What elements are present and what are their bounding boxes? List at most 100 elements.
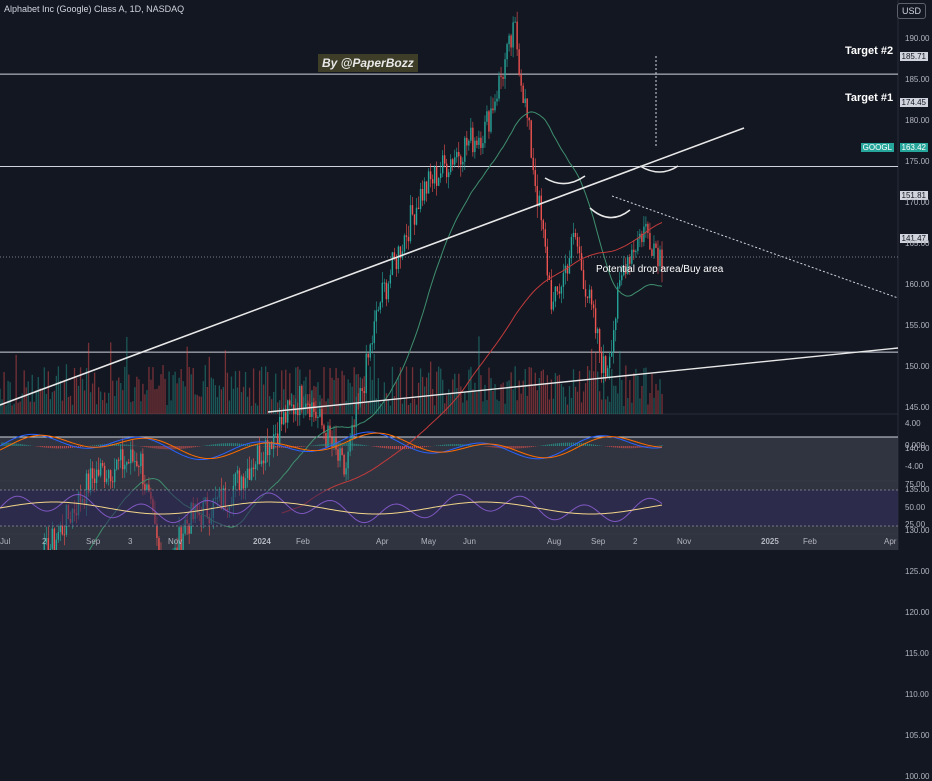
volume-bar [649,393,650,414]
volume-bar [406,366,407,414]
macd-histogram-bar [128,445,129,446]
volume-bar [118,377,119,414]
volume-bar [593,371,594,414]
macd-histogram-bar [52,446,53,448]
volume-bar [619,351,620,414]
candle-body [480,138,481,148]
volume-bar [430,362,431,414]
volume-bar [108,393,109,414]
candle-body [120,449,121,460]
candle-body [287,401,288,423]
y-tick-label: 115.00 [905,649,929,658]
macd-histogram-bar [227,443,228,446]
candle-body [490,108,491,131]
currency-button[interactable]: USD [897,3,926,19]
candle-body [528,118,529,121]
candle-body [444,155,445,163]
volume-bar [56,376,57,414]
volume-bar [513,389,514,414]
volume-bar [259,371,260,414]
candle-body [146,485,147,491]
volume-bar [227,373,228,414]
macd-histogram-bar [146,446,147,447]
macd-histogram-bar [62,446,63,448]
volume-bar [88,343,89,414]
macd-histogram-bar [631,446,632,448]
buy-zone-label: Potential drop area/Buy area [596,264,723,275]
macd-histogram-bar [319,444,320,446]
volume-bar [458,374,459,414]
candle-body [438,178,439,186]
macd-histogram-bar [647,446,648,447]
volume-bar [575,387,576,414]
volume-bar [185,386,186,414]
candle-body [502,77,503,79]
volume-bar [641,386,642,414]
candle-body [132,449,133,461]
candle-body [90,468,91,492]
x-tick-label: Aug [547,537,561,546]
x-tick-label: Jun [463,537,476,546]
volume-bar [587,366,588,414]
macd-histogram-bar [545,445,546,446]
candle-body [138,466,139,467]
volume-bar [583,391,584,414]
volume-bar [235,371,236,414]
macd-histogram-bar [384,446,385,448]
macd-histogram-bar [323,444,324,446]
macd-histogram-bar [549,444,550,446]
volume-bar [64,380,65,414]
price-chart[interactable] [0,0,932,550]
macd-histogram-bar [611,446,612,447]
macd-histogram-bar [313,445,314,446]
candle-body [243,477,244,489]
macd-histogram-bar [197,446,198,447]
macd-histogram-bar [414,446,415,448]
macd-histogram-bar [142,446,143,447]
candle-body [283,412,284,424]
candle-body [422,189,423,201]
volume-bar [476,392,477,414]
candle-body [605,356,606,376]
candle-body [436,167,437,186]
volume-bar [325,401,326,414]
volume-bar [156,389,157,414]
volume-bar [66,364,67,414]
candle-body [645,224,646,227]
candle-body [569,258,570,273]
volume-bar [615,386,616,414]
volume-bar [126,337,127,414]
volume-bar [581,402,582,414]
candle-body [126,462,127,465]
candle-body [458,152,459,156]
macd-histogram-bar [661,445,662,446]
volume-bar [289,373,290,414]
volume-bar [543,370,544,414]
candle-body [434,167,435,184]
macd-histogram-bar [404,446,405,449]
volume-bar [579,371,580,414]
candle-body [557,287,558,292]
volume-bar [183,381,184,414]
volume-bar [219,385,220,414]
volume-bar [480,375,481,414]
macd-histogram-bar [60,446,61,448]
candle-body [301,386,302,409]
macd-histogram-bar [42,446,43,447]
candle-body [370,344,371,357]
candle-body [343,455,344,475]
candle-body [408,237,409,241]
volume-bar [104,392,105,414]
macd-histogram-bar [400,446,401,449]
macd-histogram-bar [621,446,622,448]
volume-bar [354,367,355,414]
volume-bar [436,372,437,414]
volume-bar [577,392,578,414]
macd-histogram-bar [633,446,634,448]
macd-histogram-bar [440,445,441,446]
volume-bar [623,406,624,414]
macd-histogram-bar [390,446,391,449]
macd-histogram-bar [364,445,365,446]
volume-bar [533,386,534,414]
macd-histogram-bar [629,446,630,448]
